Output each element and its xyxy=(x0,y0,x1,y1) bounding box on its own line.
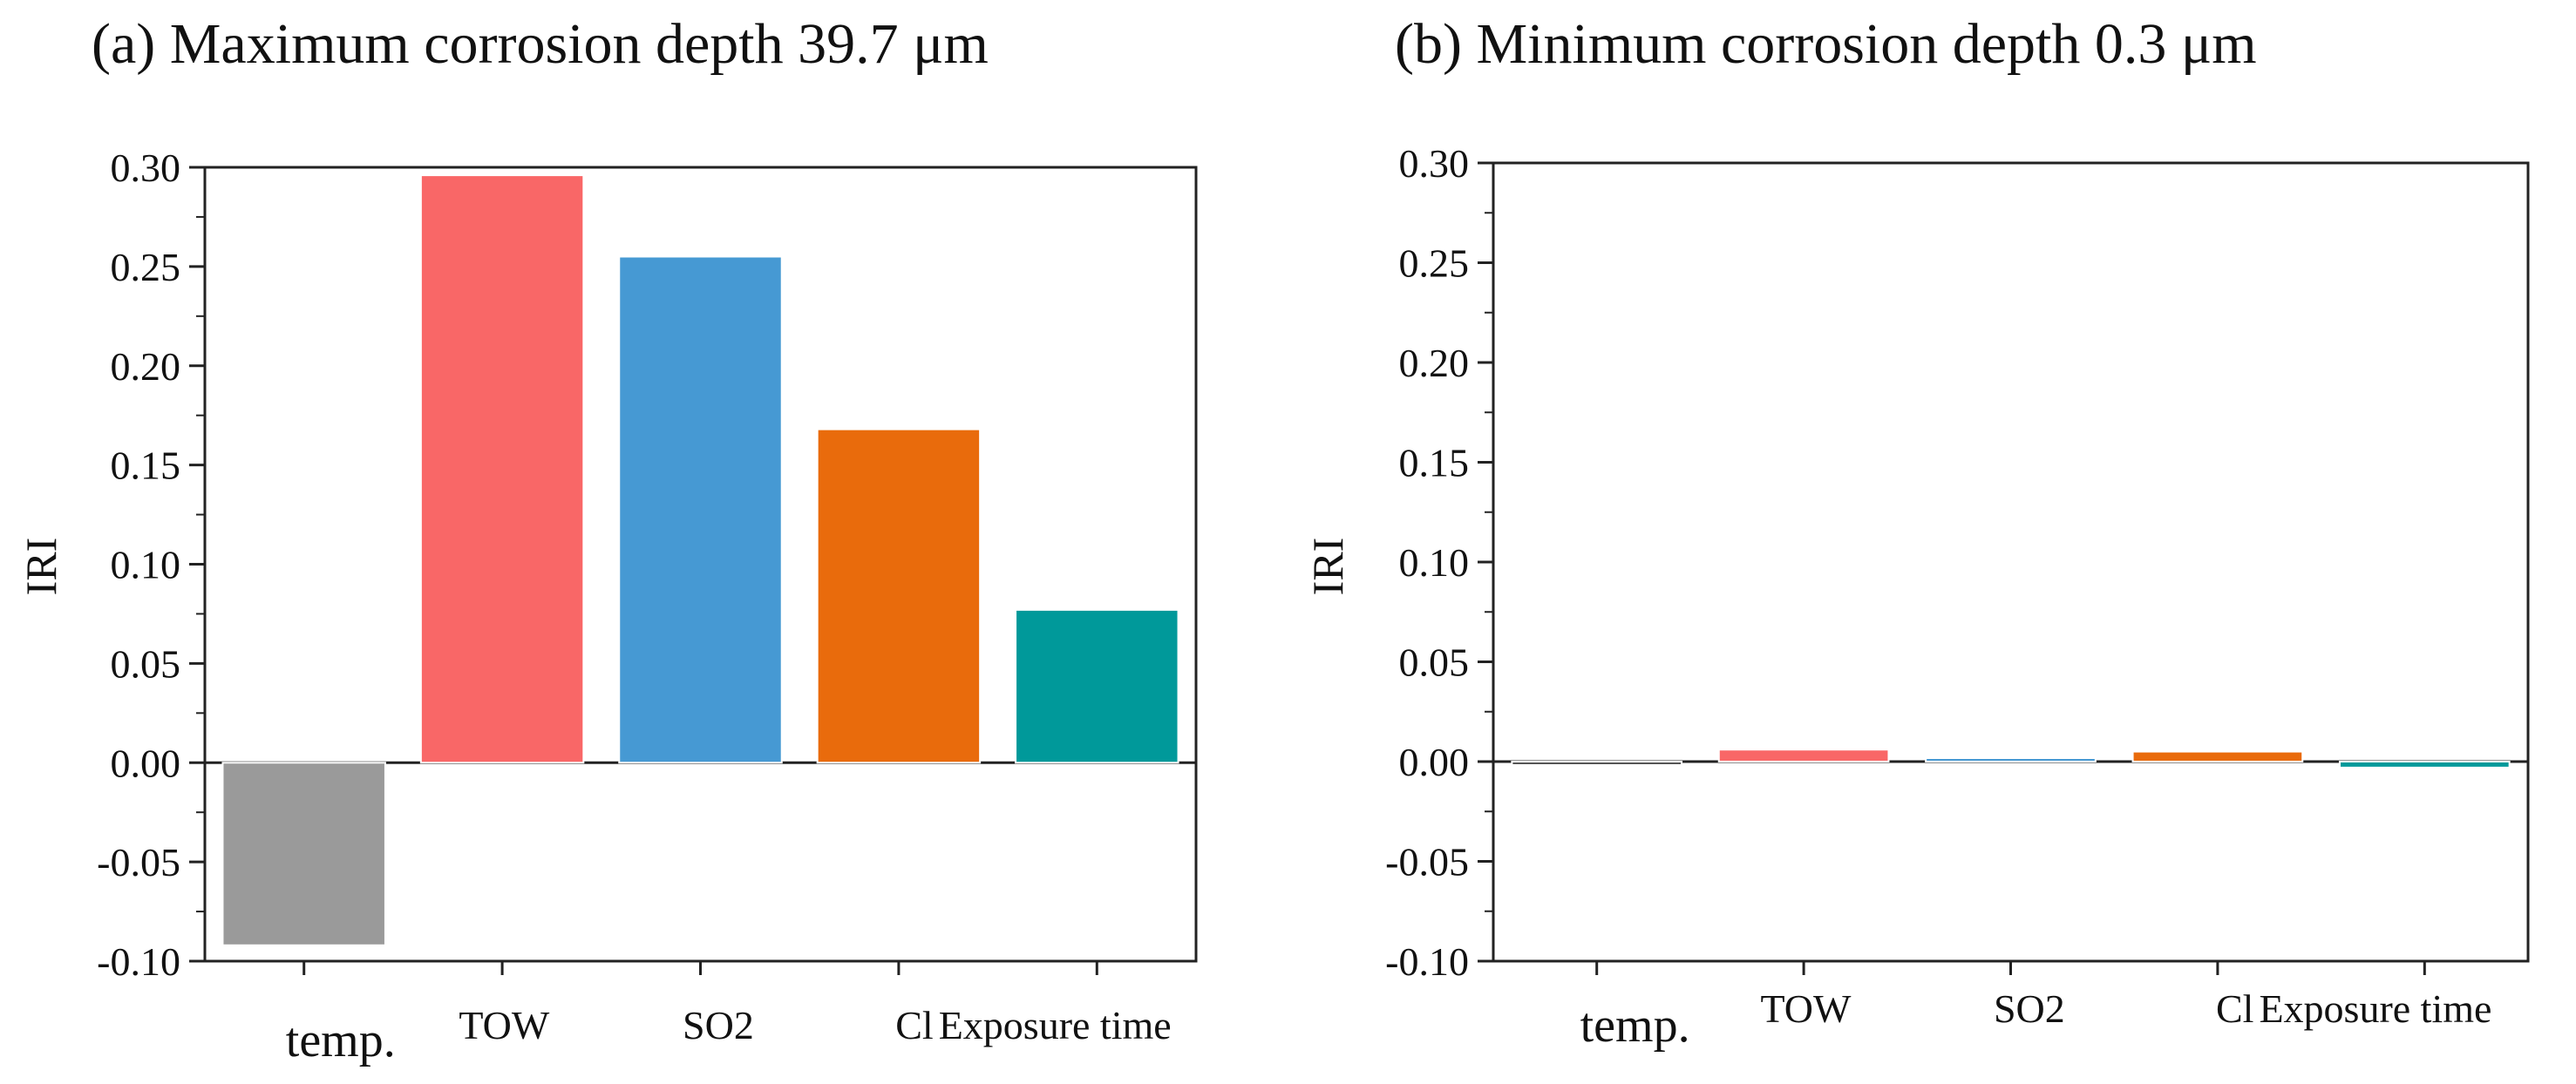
chart-title-a: (a) Maximum corrosion depth 39.7 μm xyxy=(92,12,989,76)
y-tick-label-b: 0.25 xyxy=(1399,241,1470,286)
bar-exposuretime-a xyxy=(1015,608,1179,764)
x-category-label-a: Cl xyxy=(895,1003,933,1047)
y-tick-label-b: 0.10 xyxy=(1399,540,1470,585)
x-category-label-b: Cl xyxy=(2216,986,2253,1031)
chart-title-b: (b) Minimum corrosion depth 0.3 μm xyxy=(1395,12,2257,76)
y-tick-label-b: 0.20 xyxy=(1399,341,1470,385)
x-category-labels-a: temp. TOW SO2 Cl Exposure time xyxy=(286,1003,1172,1067)
y-axis-label-b: IRI xyxy=(1303,538,1352,596)
y-ticks-a: 0.30 0.25 0.20 0.15 0.10 0.05 0.00 -0.05 -0.10 xyxy=(97,146,1198,984)
bar-exposuretime-b xyxy=(2338,761,2511,769)
x-category-labels-b: temp. TOW SO2 Cl Exposure time xyxy=(1580,986,2492,1053)
y-axis-label-a: IRI xyxy=(17,538,65,596)
x-category-label-b: TOW xyxy=(1761,986,1852,1031)
plot-frame-b xyxy=(1492,161,2530,963)
chart-panel-b: (b) Minimum corrosion depth 0.3 μm IRI 0… xyxy=(1303,12,2530,1053)
x-category-label-a: SO2 xyxy=(683,1003,754,1047)
bar-temp-b xyxy=(1511,761,1683,766)
y-tick-label-a: 0.30 xyxy=(111,146,181,190)
chart-panel-a: (a) Maximum corrosion depth 39.7 μm IRI … xyxy=(17,12,1198,1067)
x-category-label-a: TOW xyxy=(459,1003,549,1047)
bars-b xyxy=(1511,749,2511,769)
y-tick-label-b: -0.05 xyxy=(1385,840,1469,884)
y-tick-label-a: 0.10 xyxy=(111,543,181,587)
y-tick-label-a: 0.15 xyxy=(111,444,181,488)
y-tick-label-a: -0.10 xyxy=(97,939,180,984)
bar-cl-a xyxy=(816,428,982,764)
y-tick-label-a: 0.05 xyxy=(111,641,181,686)
bar-so2-b xyxy=(1925,757,2097,762)
x-category-label-b: temp. xyxy=(1580,999,1690,1053)
x-category-label-a: temp. xyxy=(286,1013,396,1067)
x-category-label-b: Exposure time xyxy=(2259,986,2491,1031)
y-tick-label-b: 0.05 xyxy=(1399,640,1470,685)
bar-temp-a xyxy=(221,762,386,946)
y-tick-label-b: 0.00 xyxy=(1399,740,1470,784)
y-tick-label-b: -0.10 xyxy=(1385,939,1469,984)
bar-tow-a xyxy=(419,174,585,764)
y-tick-label-b: 0.30 xyxy=(1399,141,1470,186)
x-category-label-a: Exposure time xyxy=(939,1003,1172,1047)
bar-tow-b xyxy=(1717,749,1890,763)
x-category-label-b: SO2 xyxy=(1994,986,2065,1031)
y-tick-label-a: -0.05 xyxy=(97,840,180,884)
bars-a xyxy=(221,174,1179,946)
y-tick-label-b: 0.15 xyxy=(1399,441,1470,485)
y-tick-label-a: 0.00 xyxy=(111,741,181,785)
bar-cl-b xyxy=(2131,750,2304,762)
y-tick-label-a: 0.20 xyxy=(111,344,181,389)
y-tick-label-a: 0.25 xyxy=(111,245,181,289)
bar-so2-a xyxy=(618,255,783,764)
y-ticks-b: 0.30 0.25 0.20 0.15 0.10 0.05 0.00 -0.05 -0.10 xyxy=(1385,141,2530,984)
